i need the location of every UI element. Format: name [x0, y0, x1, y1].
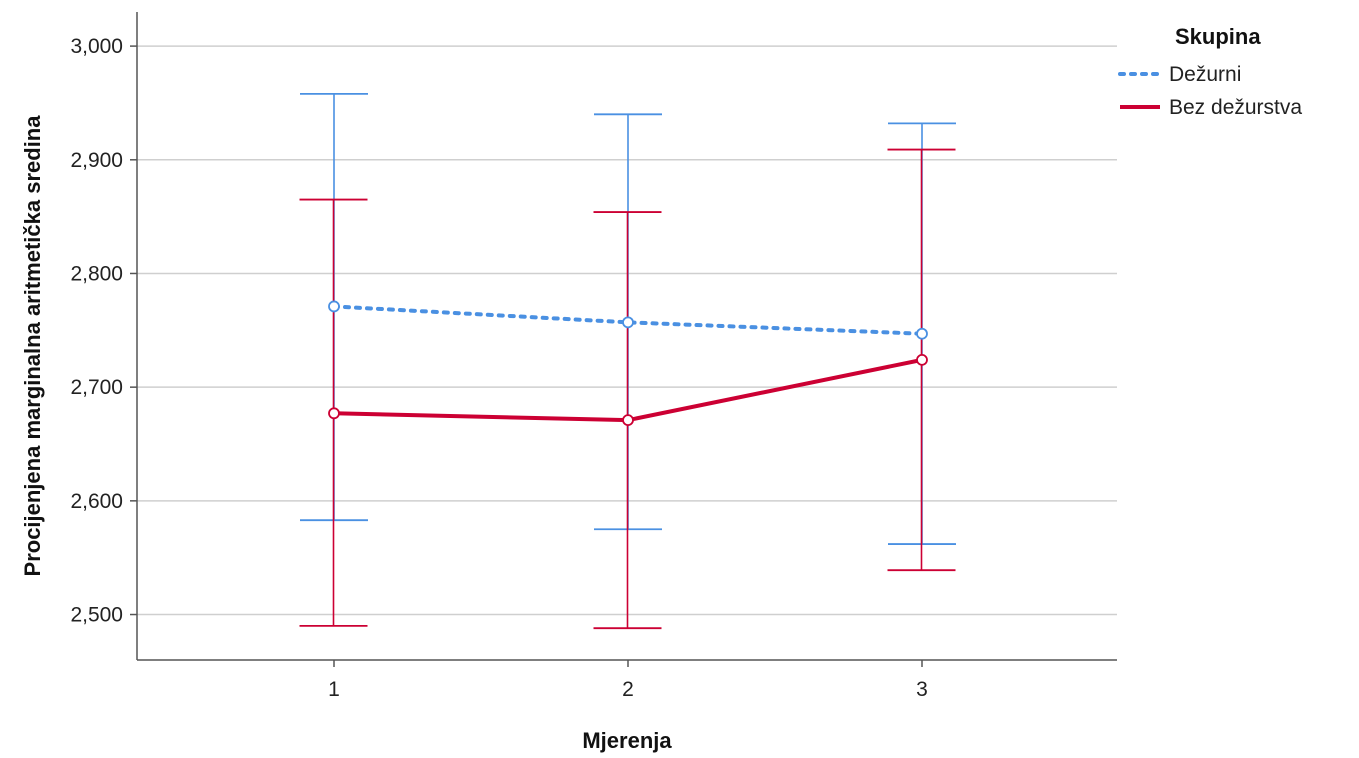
data-point — [328, 300, 340, 313]
x-axis-title: Mjerenja — [582, 728, 672, 753]
y-tick-label: 2,600 — [70, 490, 123, 513]
y-tick-label: 2,700 — [70, 376, 123, 399]
legend-title: Skupina — [1175, 24, 1261, 49]
y-tick-label: 2,500 — [70, 604, 123, 627]
y-tick-label: 2,800 — [70, 262, 123, 285]
data-point — [916, 353, 928, 366]
x-tick-label: 3 — [916, 678, 928, 701]
data-point — [622, 414, 634, 427]
legend-label: Bez dežurstva — [1169, 96, 1302, 119]
y-tick-labels: 2,500 2,600 2,700 2,800 2,900 3,000 — [70, 35, 123, 626]
series-bez-dezurstva — [299, 148, 956, 630]
legend-label: Dežurni — [1169, 63, 1241, 86]
data-point — [328, 407, 340, 420]
series-line-group-1 — [328, 353, 928, 427]
x-tick-label: 2 — [622, 678, 634, 701]
series-line-group-0 — [328, 300, 928, 340]
data-point — [622, 316, 634, 329]
x-tick-labels: 1 2 3 — [328, 660, 928, 701]
series-layer — [299, 92, 956, 630]
legend: Skupina Dežurni Bez dežurstva — [1118, 24, 1302, 119]
y-tick-label: 2,900 — [70, 149, 123, 172]
y-axis-title: Procijenjena marginalna aritmetička sred… — [20, 115, 45, 577]
data-point — [916, 327, 928, 340]
y-tick-label: 3,000 — [70, 35, 123, 58]
x-tick-label: 1 — [328, 678, 340, 701]
series-line — [332, 304, 924, 336]
